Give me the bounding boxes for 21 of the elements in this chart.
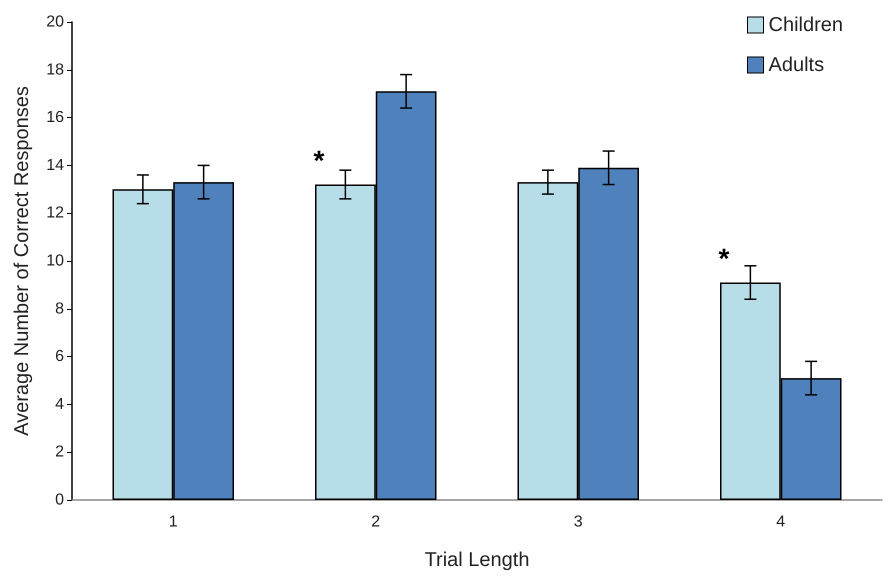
legend-label: Children	[768, 14, 843, 36]
x-tick-label: 3	[574, 514, 583, 530]
y-tick-label: 14	[46, 156, 64, 174]
y-tick-label: 18	[46, 61, 64, 78]
y-tick-label: 8	[55, 300, 64, 318]
annotation: *	[314, 145, 325, 176]
y-tick-label: 10	[46, 252, 64, 270]
y-tick-label: 16	[46, 109, 64, 126]
y-tick-label: 20	[46, 14, 64, 30]
x-tick-label: 2	[371, 514, 380, 530]
x-tick-label: 1	[168, 514, 178, 530]
y-tick-label: 2	[55, 444, 64, 461]
annotation: *	[718, 243, 730, 274]
y-tick-label: 6	[55, 348, 64, 366]
x-axis-title: Trial Length	[424, 549, 530, 571]
y-tick-label: 12	[46, 204, 64, 222]
y-tick-label: 4	[55, 396, 64, 413]
legend-label: Adults	[768, 54, 824, 76]
y-tick-label: 0	[55, 492, 64, 508]
x-tick-label: 4	[776, 514, 786, 530]
y-axis-title: Average Number of Correct Responses	[11, 86, 33, 436]
